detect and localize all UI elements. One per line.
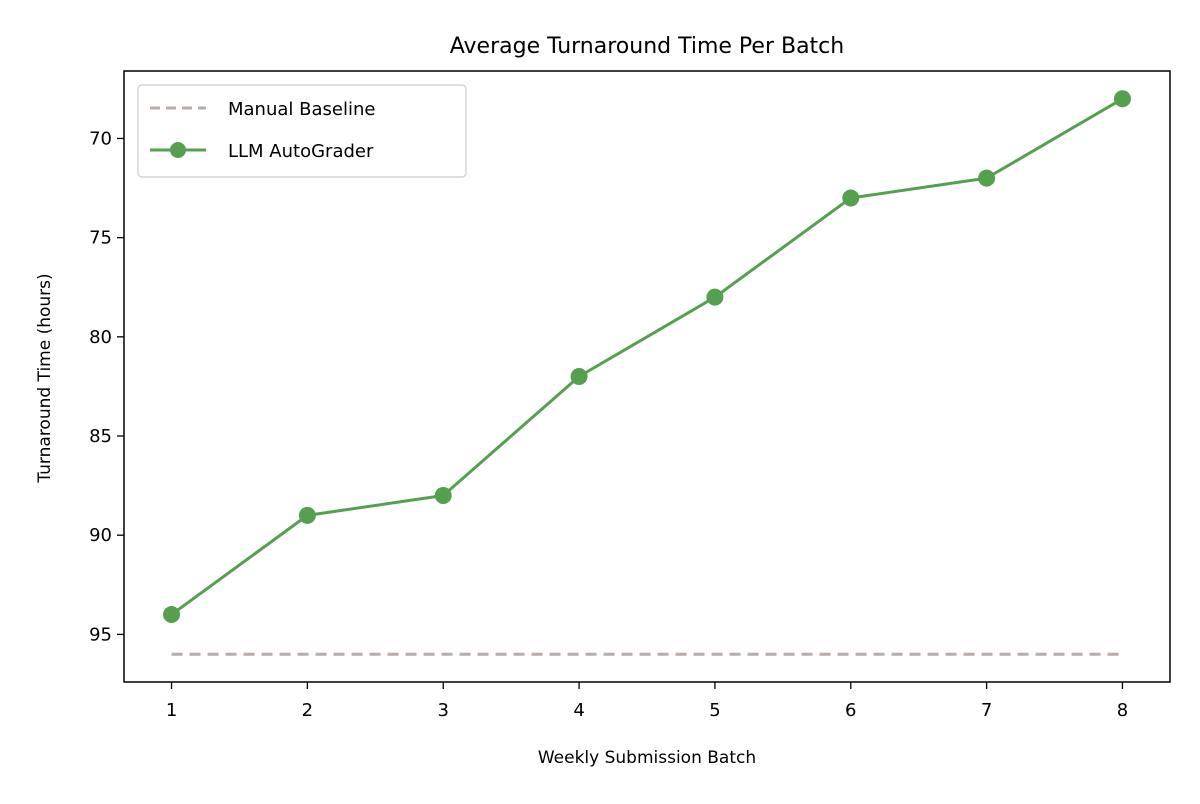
x-axis-ticks: 1 2 3 4 5 6 7 8	[166, 682, 1128, 721]
x-tick-label: 2	[302, 700, 313, 721]
y-axis-label: Turnaround Time (hours)	[35, 273, 55, 483]
series-line-llm-autograder	[170, 97, 1124, 616]
x-tick-label: 3	[438, 700, 449, 721]
x-tick-label: 5	[709, 700, 720, 721]
y-tick-label: 85	[89, 426, 112, 447]
legend-label-llm-autograder: LLM AutoGrader	[228, 141, 374, 162]
data-point-llm-autograder	[706, 288, 724, 306]
data-point-llm-autograder	[1113, 90, 1131, 108]
y-tick-label: 80	[89, 327, 112, 348]
data-point-llm-autograder	[434, 487, 452, 505]
series-layer	[163, 90, 1131, 656]
legend-box	[137, 84, 467, 178]
y-tick-label: 90	[89, 525, 112, 546]
data-point-llm-autograder	[842, 189, 860, 207]
legend-label-manual-baseline: Manual Baseline	[228, 99, 375, 120]
y-axis-ticks: 70 75 80 85 90 95	[89, 128, 124, 645]
data-point-llm-autograder	[163, 606, 181, 624]
chart-title: Average Turnaround Time Per Batch	[450, 34, 844, 59]
y-tick-label: 75	[89, 228, 112, 249]
y-tick-label: 70	[89, 128, 112, 149]
data-point-llm-autograder	[570, 368, 588, 385]
legend: Manual Baseline LLM AutoGrader	[137, 84, 467, 178]
x-tick-label: 8	[1117, 700, 1128, 721]
plot-frame	[123, 70, 1171, 683]
data-point-llm-autograder	[978, 169, 996, 187]
x-tick-label: 1	[166, 700, 177, 721]
data-point-llm-autograder	[298, 506, 316, 524]
y-tick-label: 95	[89, 624, 112, 645]
x-axis-label: Weekly Submission Batch	[538, 748, 756, 768]
x-tick-label: 4	[573, 700, 584, 721]
legend-marker-llm-autograder	[170, 142, 186, 158]
x-tick-label: 6	[845, 700, 856, 721]
x-tick-label: 7	[981, 700, 992, 721]
